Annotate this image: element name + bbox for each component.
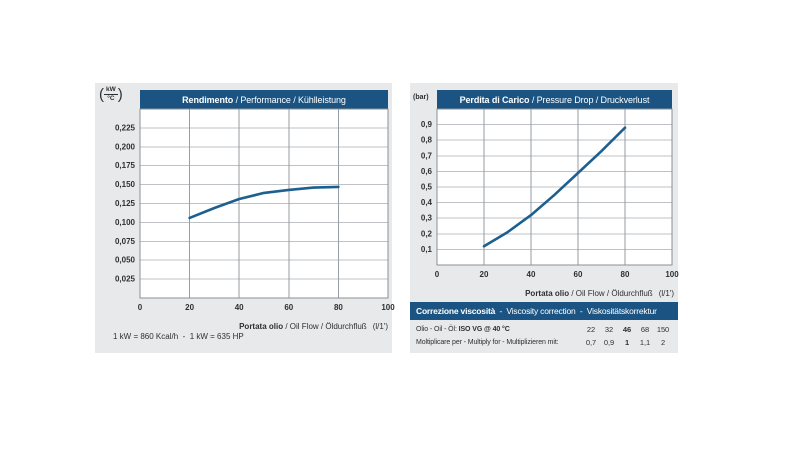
viscosity-value: 46	[622, 325, 632, 334]
x-tick-label: 100	[381, 303, 395, 312]
title-rest: / Pressure Drop / Druckverlust	[529, 94, 650, 105]
x-tick-label: 20	[185, 303, 194, 312]
y-tick-label: 0,050	[115, 256, 136, 265]
viscosity-value: 0,9	[603, 338, 615, 347]
xlabel-unit: (l/1')	[658, 289, 674, 298]
cooling-performance-curve	[188, 185, 340, 220]
pressure-drop-curve	[482, 126, 627, 248]
y-tick-label: 0,075	[115, 237, 136, 246]
viscosity-value: 68	[640, 325, 650, 334]
multiplier-values: 0,7 0,9 1 1,1 2	[582, 336, 672, 349]
viscosity-value: 2	[660, 338, 666, 347]
xlabel-unit: (l/1')	[372, 322, 388, 331]
xlabel-bold: Portata olio	[525, 289, 570, 298]
visc-header-bold: Correzione viscosità	[416, 306, 496, 316]
paren-open: (	[99, 86, 104, 104]
x-tick-label: 40	[527, 270, 536, 279]
y-axis-unit-bar: (bar)	[413, 94, 429, 101]
performance-chart-panel: ( kW °C ) Rendimento / Performance / Küh…	[95, 83, 395, 353]
title-bold: Perdita di Carico	[459, 94, 530, 105]
y-tick-label: 0,2	[421, 229, 433, 238]
viscosity-value: 1,1	[639, 338, 651, 347]
pressure-drop-x-axis-title: Portata olio / Oil Flow / Öldurchfluß (l/…	[512, 280, 674, 307]
title-rest: / Performance / Kühlleistung	[233, 94, 346, 105]
y-tick-label: 0,025	[115, 275, 136, 284]
x-tick-label: 0	[138, 303, 143, 312]
paren-close: )	[117, 86, 123, 104]
oil-grade-label-bold: ISO VG @ 40 °C	[458, 326, 510, 333]
viscosity-correction-header: Correzione viscosità - Viscosity correct…	[410, 302, 678, 320]
y-tick-label: 0,3	[421, 214, 433, 223]
y-tick-label: 0,150	[115, 180, 136, 189]
x-tick-label: 60	[574, 270, 583, 279]
x-tick-label: 20	[480, 270, 489, 279]
pressure-drop-panel: (bar) Perdita di Carico / Pressure Drop …	[410, 83, 679, 353]
y-tick-label: 0,175	[115, 161, 136, 170]
pressure-drop-chart-title: Perdita di Carico / Pressure Drop / Druc…	[437, 90, 672, 109]
y-tick-label: 0,5	[421, 183, 433, 192]
y-tick-label: 0,100	[115, 218, 136, 227]
viscosity-value: 150	[656, 325, 670, 334]
unit-denominator: °C	[107, 95, 115, 103]
y-tick-label: 0,8	[421, 136, 433, 145]
viscosity-oil-grade-row: Olio - Oil - Öl: ISO VG @ 40 °C 22 32 46 68…	[410, 323, 678, 336]
y-tick-label: 0,225	[115, 123, 136, 132]
x-tick-label: 60	[284, 303, 293, 312]
pressure-drop-chart-plot: 0,9 0,8 0,7 0,6 0,5 0,4 0,3 0,2 0,1 0 20 40 60 80 100	[421, 108, 679, 279]
multiplier-label: Moltiplicare per - Multiply for - Multip…	[416, 339, 559, 346]
plot-border	[139, 108, 389, 299]
y-tick-label: 0,6	[421, 167, 433, 176]
viscosity-multiplier-row: Moltiplicare per - Multiply for - Multip…	[410, 336, 678, 349]
xlabel-rest: / Oil Flow / Öldurchfluß	[569, 289, 653, 298]
x-tick-label: 40	[235, 303, 244, 312]
y-tick-label: 0,9	[421, 120, 433, 129]
x-tick-label: 80	[621, 270, 630, 279]
oil-grade-label: Olio - Oil - Öl:	[416, 326, 459, 333]
performance-x-axis-title: Portata olio / Oil Flow / Öldurchfluß (l/…	[226, 313, 388, 340]
plot-border	[436, 108, 673, 266]
viscosity-value: 22	[586, 325, 596, 334]
y-tick-label: 0,4	[421, 198, 433, 207]
y-tick-label: 0,7	[421, 151, 433, 160]
x-tick-label: 0	[435, 270, 440, 279]
y-axis-unit-kw-per-degc: ( kW °C )	[99, 86, 123, 103]
title-bold: Rendimento	[182, 94, 234, 105]
performance-chart-plot: 0,225 0,200 0,175 0,150 0,125 0,100 0,075 0,050…	[115, 108, 395, 312]
viscosity-value: 32	[604, 325, 614, 334]
oil-grade-values: 22 32 46 68 150	[582, 323, 672, 336]
xlabel-rest: / Oil Flow / Öldurchfluß	[283, 322, 367, 331]
power-conversion-footnote: 1 kW = 860 Kcal/h - 1 kW = 635 HP	[113, 332, 244, 341]
y-tick-label: 0,125	[115, 199, 136, 208]
visc-header-rest: - Viscosity correction - Viskositätskorr…	[495, 306, 657, 316]
y-tick-label: 0,200	[115, 142, 136, 151]
x-tick-label: 80	[334, 303, 343, 312]
viscosity-value: 1	[624, 338, 630, 347]
y-tick-label: 0,1	[421, 245, 433, 254]
kw-per-degc-fraction: kW °C	[104, 86, 118, 103]
viscosity-value: 0,7	[585, 338, 597, 347]
x-tick-label: 100	[665, 270, 679, 279]
performance-chart-title: Rendimento / Performance / Kühlleistung	[140, 90, 388, 109]
unit-numerator: kW	[104, 86, 118, 96]
xlabel-bold: Portata olio	[239, 322, 284, 331]
